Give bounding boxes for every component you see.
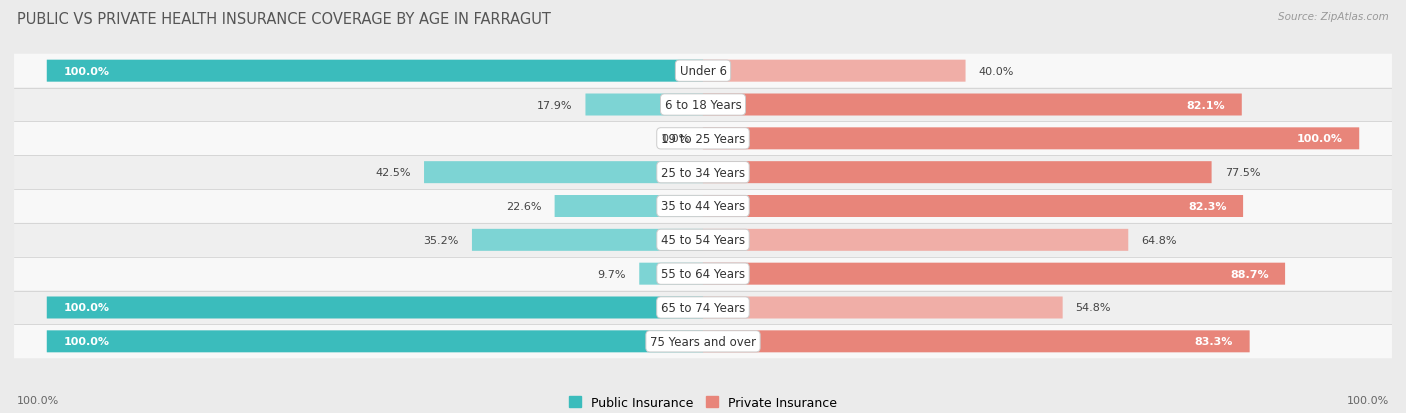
Text: 100.0%: 100.0% [17, 395, 59, 405]
FancyBboxPatch shape [14, 190, 1392, 223]
Text: 35.2%: 35.2% [423, 235, 458, 245]
FancyBboxPatch shape [14, 55, 1392, 88]
Text: 100.0%: 100.0% [1296, 134, 1343, 144]
Text: 77.5%: 77.5% [1225, 168, 1260, 178]
Text: 17.9%: 17.9% [537, 100, 572, 110]
Text: 100.0%: 100.0% [63, 66, 110, 76]
FancyBboxPatch shape [703, 195, 1243, 218]
Text: 82.3%: 82.3% [1188, 202, 1226, 211]
Text: 88.7%: 88.7% [1230, 269, 1268, 279]
FancyBboxPatch shape [14, 88, 1392, 122]
Text: Under 6: Under 6 [679, 65, 727, 78]
FancyBboxPatch shape [46, 330, 703, 352]
FancyBboxPatch shape [703, 330, 1250, 352]
FancyBboxPatch shape [703, 297, 1063, 319]
Text: 35 to 44 Years: 35 to 44 Years [661, 200, 745, 213]
FancyBboxPatch shape [703, 94, 1241, 116]
FancyBboxPatch shape [703, 263, 1285, 285]
Text: 19 to 25 Years: 19 to 25 Years [661, 133, 745, 145]
FancyBboxPatch shape [472, 229, 703, 251]
Text: 75 Years and over: 75 Years and over [650, 335, 756, 348]
Text: 25 to 34 Years: 25 to 34 Years [661, 166, 745, 179]
Text: 100.0%: 100.0% [1347, 395, 1389, 405]
Text: Source: ZipAtlas.com: Source: ZipAtlas.com [1278, 12, 1389, 22]
FancyBboxPatch shape [703, 162, 1212, 184]
Text: 65 to 74 Years: 65 to 74 Years [661, 301, 745, 314]
FancyBboxPatch shape [14, 122, 1392, 156]
FancyBboxPatch shape [585, 94, 703, 116]
FancyBboxPatch shape [14, 223, 1392, 257]
Text: 45 to 54 Years: 45 to 54 Years [661, 234, 745, 247]
Text: PUBLIC VS PRIVATE HEALTH INSURANCE COVERAGE BY AGE IN FARRAGUT: PUBLIC VS PRIVATE HEALTH INSURANCE COVER… [17, 12, 551, 27]
Text: 64.8%: 64.8% [1142, 235, 1177, 245]
FancyBboxPatch shape [14, 325, 1392, 358]
Text: 9.7%: 9.7% [598, 269, 626, 279]
FancyBboxPatch shape [703, 61, 966, 83]
Text: 100.0%: 100.0% [63, 337, 110, 347]
Text: 40.0%: 40.0% [979, 66, 1014, 76]
Text: 22.6%: 22.6% [506, 202, 541, 211]
FancyBboxPatch shape [425, 162, 703, 184]
Text: 83.3%: 83.3% [1195, 337, 1233, 347]
FancyBboxPatch shape [14, 291, 1392, 325]
FancyBboxPatch shape [14, 257, 1392, 291]
FancyBboxPatch shape [46, 61, 703, 83]
Text: 55 to 64 Years: 55 to 64 Years [661, 268, 745, 280]
Text: 0.0%: 0.0% [662, 134, 690, 144]
Text: 42.5%: 42.5% [375, 168, 411, 178]
Text: 82.1%: 82.1% [1187, 100, 1225, 110]
FancyBboxPatch shape [14, 156, 1392, 190]
FancyBboxPatch shape [640, 263, 703, 285]
Text: 100.0%: 100.0% [63, 303, 110, 313]
Text: 54.8%: 54.8% [1076, 303, 1111, 313]
Text: 6 to 18 Years: 6 to 18 Years [665, 99, 741, 112]
FancyBboxPatch shape [703, 229, 1128, 251]
FancyBboxPatch shape [554, 195, 703, 218]
Legend: Public Insurance, Private Insurance: Public Insurance, Private Insurance [564, 391, 842, 413]
FancyBboxPatch shape [703, 128, 1360, 150]
FancyBboxPatch shape [46, 297, 703, 319]
